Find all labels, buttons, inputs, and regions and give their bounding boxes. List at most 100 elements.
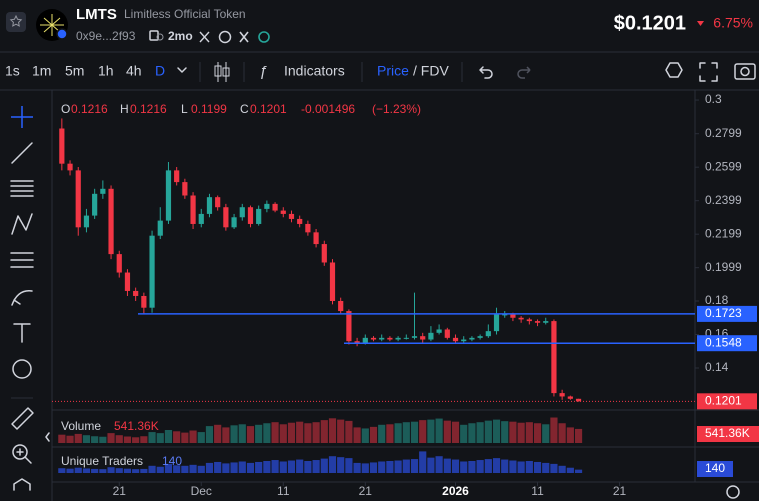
candle-body xyxy=(395,337,401,340)
star-icon xyxy=(9,14,23,27)
interval-button[interactable]: 1m xyxy=(32,63,51,79)
candle-body xyxy=(518,317,524,320)
traders-bar xyxy=(501,459,509,473)
screenshot-button[interactable] xyxy=(734,63,756,80)
traders-bar xyxy=(255,461,263,473)
measure-tool[interactable] xyxy=(11,407,34,430)
candle-body xyxy=(411,336,418,338)
undo-button[interactable] xyxy=(479,66,493,79)
favorite-button[interactable] xyxy=(6,12,26,32)
interval-button[interactable]: 4h xyxy=(126,63,142,79)
volume-bar xyxy=(214,424,222,443)
legend-key: L xyxy=(181,102,188,116)
candle-body xyxy=(67,163,73,171)
volume-bar xyxy=(222,427,230,443)
interval-button[interactable]: 5m xyxy=(65,63,84,79)
candle-body xyxy=(436,329,442,333)
candle-body xyxy=(452,337,459,342)
traders-bar xyxy=(386,461,394,473)
x-tick-label: 21 xyxy=(113,484,127,498)
traders-bar xyxy=(312,460,320,473)
traders-bar xyxy=(353,462,361,473)
settings-button[interactable] xyxy=(665,62,683,78)
candle-body xyxy=(551,321,557,394)
candle-body xyxy=(59,128,65,164)
candle-body xyxy=(370,337,377,340)
fx-icon[interactable]: ƒ xyxy=(259,63,267,80)
volume-bar xyxy=(115,435,123,443)
redo-button[interactable] xyxy=(517,66,531,79)
emoji-tool[interactable] xyxy=(12,359,32,379)
status-icon[interactable] xyxy=(258,31,270,43)
volume-bar xyxy=(378,424,386,443)
fib-tool[interactable] xyxy=(10,180,34,197)
axis-settings[interactable] xyxy=(726,485,740,499)
brush-tool[interactable] xyxy=(11,290,33,306)
traders-bar xyxy=(410,459,419,473)
candle-body xyxy=(100,188,106,194)
candle-body xyxy=(239,207,245,218)
traders-bar xyxy=(320,458,328,473)
traders-bar xyxy=(156,466,164,473)
candle-type-icon[interactable] xyxy=(214,62,230,82)
candle-body xyxy=(182,182,188,196)
traders-bar xyxy=(460,461,468,473)
candle-body xyxy=(387,337,393,340)
candle-body xyxy=(198,213,204,224)
indicators-button[interactable]: Indicators xyxy=(284,63,345,79)
magnet-tool[interactable] xyxy=(13,478,31,491)
volume-bar xyxy=(460,424,468,443)
y-tick-label: 0.2199 xyxy=(705,226,742,240)
candle-body xyxy=(526,319,532,322)
interval-button[interactable]: D xyxy=(155,63,165,79)
volume-bar xyxy=(107,433,115,443)
volume-bar xyxy=(296,421,304,443)
legend-value: 0.1216 xyxy=(130,102,167,116)
zoom-tool[interactable] xyxy=(12,444,32,464)
legend-key: H xyxy=(120,102,129,116)
x-tick-label: 11 xyxy=(531,484,544,498)
last-price-box xyxy=(697,393,757,410)
level-label-box xyxy=(697,335,757,352)
avatar-graphic xyxy=(40,14,64,36)
fullscreen-button[interactable] xyxy=(699,62,718,82)
volume-bar xyxy=(402,422,410,443)
volume-bar xyxy=(443,420,451,443)
copy-icon[interactable] xyxy=(149,30,159,41)
interval-dropdown[interactable] xyxy=(177,67,187,73)
volume-bar xyxy=(58,434,66,443)
candle-body xyxy=(379,337,385,340)
traders-bar xyxy=(566,467,574,473)
x-tick-label: 2026 xyxy=(442,484,469,498)
candle-body xyxy=(133,290,139,296)
volume-bar xyxy=(320,420,328,443)
collapse-toolbar[interactable] xyxy=(45,432,50,442)
website-icon[interactable] xyxy=(218,30,232,44)
price-toggle[interactable]: Price xyxy=(377,63,409,79)
down-arrow xyxy=(697,21,704,26)
text-tool[interactable] xyxy=(13,323,31,343)
traders-bar xyxy=(517,461,525,473)
traders-bar xyxy=(74,467,82,473)
volume-bar xyxy=(574,428,583,443)
trendline-tool[interactable] xyxy=(11,142,33,164)
candle-body xyxy=(297,218,303,224)
candle-body xyxy=(329,262,336,302)
x-icon[interactable] xyxy=(239,31,249,43)
volume-bar xyxy=(246,426,255,443)
traders-bar xyxy=(181,465,189,473)
social-icon-1[interactable] xyxy=(199,31,210,43)
interval-button[interactable]: 1h xyxy=(98,63,114,79)
crosshair-tool[interactable] xyxy=(11,106,33,128)
fdv-toggle[interactable]: / FDV xyxy=(413,63,449,79)
token-address[interactable]: 0x9e...2f93 xyxy=(76,29,136,43)
legend-change: -0.001496 xyxy=(301,102,355,116)
traders-bar xyxy=(296,459,304,473)
interval-button[interactable]: 1s xyxy=(5,63,20,79)
volume-bar xyxy=(205,426,214,443)
volume-bar xyxy=(123,436,132,443)
volume-bar xyxy=(550,417,558,443)
pattern-tool[interactable] xyxy=(11,213,33,235)
projection-tool[interactable] xyxy=(10,252,34,268)
